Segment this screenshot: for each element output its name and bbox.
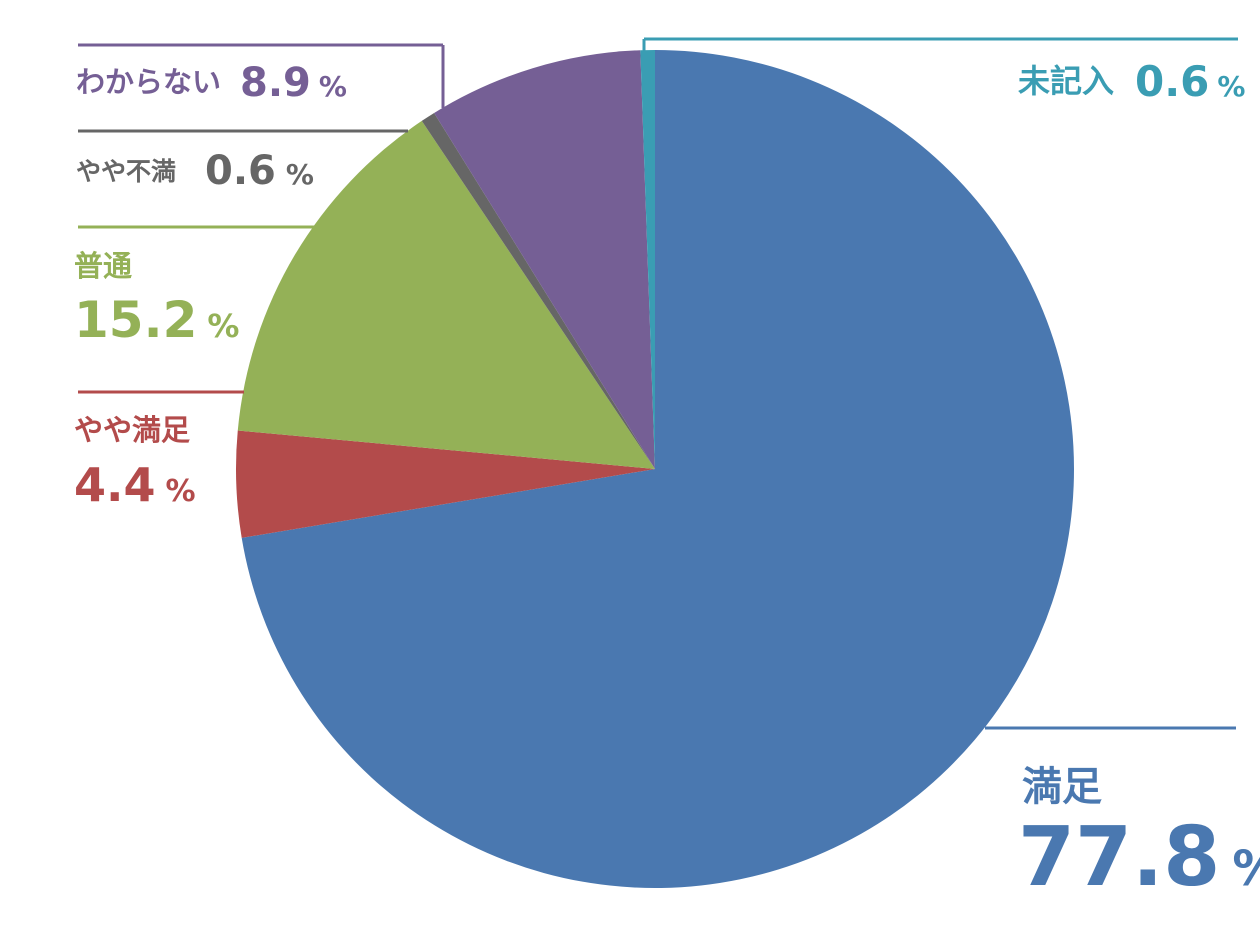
slice-value-number-yaya-fuman: 0.6 bbox=[205, 148, 276, 194]
slice-value-unit-yaya-fuman: % bbox=[286, 158, 314, 191]
slice-label-mikinyuu: 未記入 bbox=[1018, 62, 1114, 100]
pie-slices bbox=[235, 50, 1075, 888]
pie-slice-futsuu bbox=[237, 120, 655, 469]
slice-value-unit-manzoku: % bbox=[1232, 841, 1260, 897]
leader-lines bbox=[78, 37, 1238, 730]
slice-value-number-wakaranai: 8.9 bbox=[240, 60, 311, 106]
pie-slice-manzoku bbox=[241, 50, 1075, 888]
slice-value-futsuu: 15.2% bbox=[74, 291, 239, 349]
slice-value-number-mikinyuu: 0.6 bbox=[1135, 57, 1209, 106]
slice-value-unit-mikinyuu: % bbox=[1217, 70, 1245, 103]
slice-value-number-manzoku: 77.8 bbox=[1018, 810, 1220, 905]
slice-value-unit-wakaranai: % bbox=[319, 70, 347, 103]
slice-label-manzoku: 満足 bbox=[1022, 764, 1102, 810]
pie-slice-mikinyuu bbox=[640, 50, 655, 469]
slice-value-manzoku: 77.8% bbox=[1018, 810, 1260, 905]
pie-slice-yaya-manzoku bbox=[235, 430, 655, 538]
slice-label-yaya-manzoku: やや満足 bbox=[74, 413, 190, 447]
slice-value-mikinyuu: 0.6% bbox=[1135, 57, 1245, 106]
slice-value-unit-futsuu: % bbox=[207, 307, 239, 345]
slice-value-unit-yaya-manzoku: % bbox=[166, 474, 196, 509]
slice-value-number-futsuu: 15.2 bbox=[74, 291, 197, 349]
slice-value-yaya-fuman: 0.6% bbox=[205, 148, 314, 194]
slice-value-yaya-manzoku: 4.4% bbox=[74, 458, 196, 512]
slice-label-wakaranai: わからない bbox=[76, 65, 221, 99]
slice-label-yaya-fuman: やや不満 bbox=[76, 157, 176, 186]
pie-slice-yaya-fuman bbox=[421, 112, 655, 469]
slice-value-number-yaya-manzoku: 4.4 bbox=[74, 458, 156, 512]
slice-value-wakaranai: 8.9% bbox=[240, 60, 347, 106]
pie-slice-wakaranai bbox=[434, 50, 655, 469]
slice-label-futsuu: 普通 bbox=[74, 249, 132, 283]
